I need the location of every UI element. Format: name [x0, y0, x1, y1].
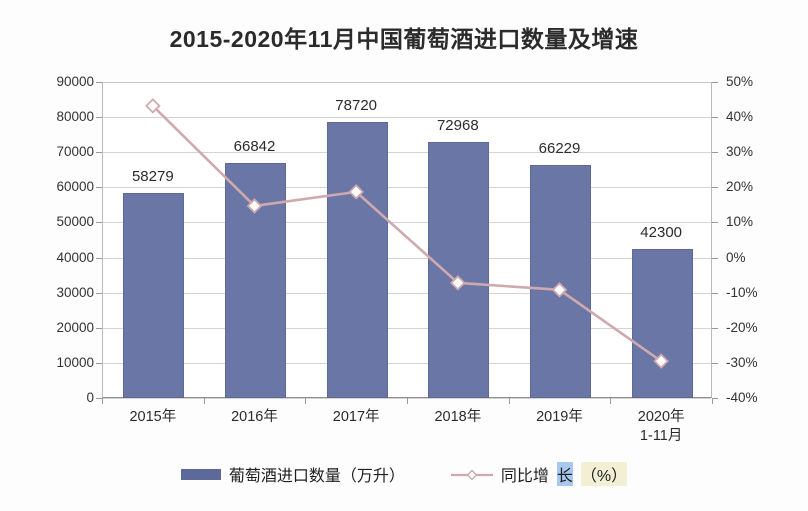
legend-line-label-b: 长	[556, 462, 573, 486]
bar[interactable]	[326, 121, 388, 398]
bar-value-label: 42300	[640, 224, 683, 242]
bar[interactable]	[631, 249, 693, 398]
y-axis-left-tick-mark	[96, 362, 102, 364]
bar[interactable]	[225, 163, 286, 398]
gridline	[103, 152, 711, 154]
y-axis-right-tick-mark	[712, 117, 718, 119]
y-axis-left-tick-label: 20000	[56, 319, 94, 335]
y-axis-right-tick-mark	[712, 292, 718, 294]
x-axis-tick-mark	[508, 398, 510, 404]
y-axis-right-tick-mark	[712, 82, 718, 83]
gridline	[103, 362, 711, 364]
y-axis-left-tick-label: 30000	[56, 284, 94, 300]
legend-item-bar[interactable]: 葡萄酒进口数量（万升）	[180, 462, 405, 486]
gridline	[103, 257, 711, 259]
x-axis-tick-mark	[407, 398, 408, 404]
x-axis-tick-mark	[712, 398, 713, 404]
legend-item-line[interactable]: 同比增长 （%）	[450, 462, 628, 486]
y-axis-right-tick-mark	[712, 152, 718, 154]
y-axis-left-tick-mark	[96, 152, 102, 154]
y-axis-left-tick-mark	[96, 222, 102, 224]
y-axis-right-tick-mark	[712, 398, 718, 399]
bar-value-label: 72968	[436, 116, 479, 134]
gridline	[103, 117, 711, 119]
gridline	[103, 292, 711, 294]
chart-legend: 葡萄酒进口数量（万升） 同比增长 （%）	[0, 462, 808, 486]
x-axis-tick-label-line: 2018年	[434, 409, 482, 425]
y-axis-right-tick-label: 40%	[726, 109, 754, 125]
gridline	[103, 187, 711, 189]
y-axis-right-tick-mark	[712, 257, 718, 259]
legend-bar-swatch	[180, 468, 221, 480]
y-axis-right-tick-mark	[712, 187, 718, 189]
y-axis-right-tick-label: 0%	[726, 249, 746, 265]
x-axis-tick-mark	[203, 398, 205, 404]
bar-value-label: 58279	[131, 168, 174, 186]
x-axis-tick-label: 2016年	[205, 408, 305, 427]
y-axis-left-tick-label: 10000	[56, 354, 94, 370]
y-axis-right-tick-label: -20%	[726, 319, 758, 335]
gridline	[103, 327, 711, 329]
x-axis-tick-label-line: 2017年	[332, 409, 380, 425]
bar-value-label: 78720	[335, 96, 378, 114]
y-axis-right-tick-mark	[712, 362, 718, 364]
bar-value-label: 66229	[538, 140, 581, 158]
legend-line-label-c: （%）	[580, 462, 628, 486]
y-axis-right-tick-mark	[712, 222, 718, 224]
y-axis-left-tick-label: 60000	[56, 179, 94, 195]
x-axis-tick-label-line: 2020年	[637, 409, 685, 425]
y-axis-left-tick-label: 90000	[56, 74, 94, 89]
x-axis-tick-label: 2018年	[408, 408, 508, 427]
gridline	[103, 222, 711, 224]
x-axis-tick-label: 2015年	[103, 408, 203, 427]
bar[interactable]	[123, 193, 185, 398]
x-axis-tick-label-line: 2019年	[536, 409, 583, 425]
bar[interactable]	[530, 165, 591, 398]
bar-value-label: 66842	[233, 138, 276, 156]
x-axis-tick-label: 2020年 1-11月	[611, 408, 711, 446]
y-axis-right-tick-label: -10%	[726, 284, 758, 300]
y-axis-right-tick-label: 10%	[726, 214, 754, 230]
y-axis-left-tick-mark	[96, 292, 102, 294]
y-axis-left-tick-mark	[96, 117, 102, 119]
y-axis-left-tick-mark	[96, 398, 102, 399]
x-axis-tick-label: 2019年	[510, 408, 610, 427]
y-axis-right-tick-mark	[712, 327, 718, 329]
x-axis-tick-label-line: 2015年	[129, 409, 177, 425]
y-axis-left-tick-label: 70000	[56, 144, 94, 160]
y-axis-left-tick-label: 50000	[56, 214, 94, 230]
chart-title: 2015-2020年11月中国葡萄酒进口数量及增速	[169, 26, 639, 52]
y-axis-left-tick-label: 80000	[56, 109, 94, 125]
y-axis-right-tick-label: 20%	[726, 179, 754, 195]
x-axis-tick-mark	[102, 398, 103, 404]
x-axis-tick-label-line: 2016年	[231, 409, 278, 425]
y-axis-left-tick-mark	[96, 257, 102, 259]
y-axis-right-tick-label: -40%	[726, 390, 758, 405]
x-axis-tick-label-line: 1-11月	[639, 428, 683, 444]
y-axis-right-tick-label: 50%	[726, 74, 754, 89]
bar[interactable]	[428, 141, 490, 398]
y-axis-right-tick-label: -30%	[726, 354, 758, 370]
legend-bar-label: 葡萄酒进口数量（万升）	[228, 468, 405, 485]
x-axis-tick-mark	[305, 398, 307, 404]
y-axis-left-tick-mark	[96, 82, 102, 83]
gridline	[103, 82, 711, 83]
y-axis-left-tick-label: 40000	[56, 249, 94, 265]
x-axis-tick-label: 2017年	[306, 408, 406, 427]
legend-line-swatch	[450, 468, 493, 481]
y-axis-left-tick-mark	[96, 187, 102, 189]
legend-line-label-a: 同比增	[500, 468, 549, 485]
y-axis-left-tick-mark	[96, 327, 102, 329]
y-axis-left-tick-label: 0	[86, 390, 94, 405]
x-axis-tick-mark	[610, 398, 612, 404]
y-axis-right-tick-label: 30%	[726, 144, 754, 160]
